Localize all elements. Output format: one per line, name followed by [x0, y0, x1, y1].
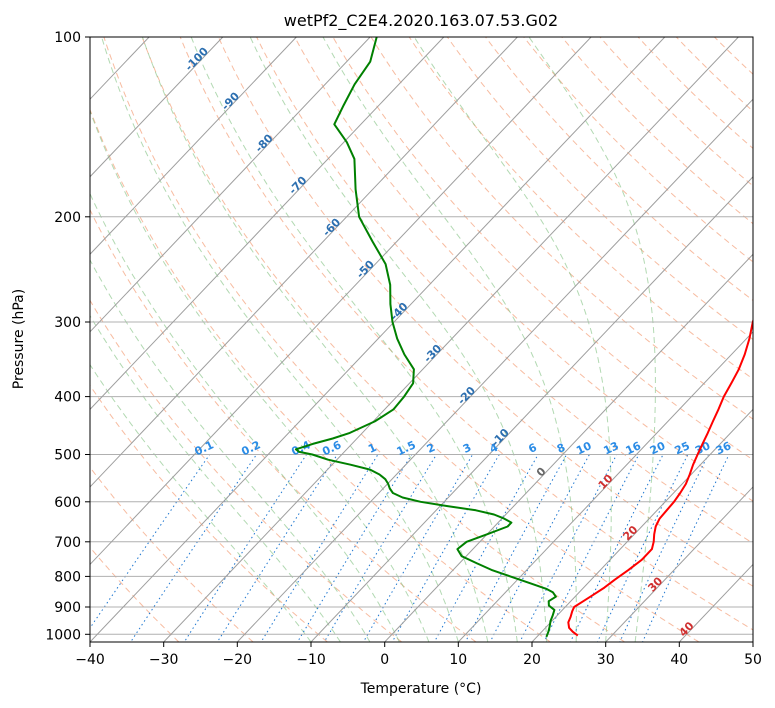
y-tick-label: 900	[54, 600, 81, 616]
moist-adiabat	[528, 37, 656, 642]
isotherm-line	[605, 486, 753, 642]
mixing-ratio-label: 10	[574, 439, 594, 457]
isotherm-line	[90, 37, 592, 566]
x-tick-label: 30	[597, 652, 615, 668]
isotherm-line	[310, 176, 753, 642]
dry-adiabat	[90, 384, 328, 642]
y-tick-label: 1000	[45, 627, 81, 643]
plot-area: 0.1 0.2 0.4 0.6 1 1.5 2 3 4 6 8 10 13 16 20 25 30 36-100-…	[90, 37, 753, 642]
x-tick-label: 10	[449, 652, 467, 668]
moist-adiabat	[90, 258, 371, 642]
plot-frame	[89, 36, 754, 643]
y-axis-ticks: 1000 900 800 700 600 500 400 300 200 100	[45, 30, 90, 643]
dry-adiabats	[90, 37, 753, 642]
isotherm-line	[531, 408, 753, 642]
y-tick-label: 100	[54, 30, 81, 46]
sounding-line	[567, 318, 753, 637]
moist-adiabat	[249, 37, 548, 642]
mixing-ratio-label: 25	[673, 439, 692, 457]
chart-title: wetPf2_C2E4.2020.163.07.53.G02	[284, 11, 558, 31]
x-tick-label: 50	[744, 652, 762, 668]
sounding-line	[294, 37, 557, 638]
x-tick-label: −30	[149, 652, 179, 668]
dry-adiabat	[90, 299, 403, 642]
isobar-gridlines	[90, 37, 753, 635]
y-tick-label: 700	[54, 535, 81, 551]
dry-adiabat	[332, 37, 753, 461]
isotherm-line	[90, 37, 297, 256]
dry-adiabat	[294, 37, 753, 502]
sounding-series	[294, 37, 753, 638]
dry-adiabat	[103, 37, 625, 642]
moist-adiabat	[413, 37, 612, 642]
y-tick-label: 300	[54, 315, 81, 331]
x-tick-label: −40	[75, 652, 105, 668]
isotherm-line	[163, 37, 739, 642]
isotherm-line	[384, 253, 753, 642]
isotherm-line	[90, 37, 518, 488]
y-tick-label: 500	[54, 448, 81, 464]
dry-adiabat	[256, 37, 753, 544]
isotherm-gridlines	[90, 37, 753, 642]
isotherm-line	[90, 37, 445, 411]
y-axis-label: Pressure (hPa)	[11, 289, 27, 389]
dry-adiabat	[90, 208, 477, 642]
moist-adiabat	[90, 314, 341, 642]
y-tick-label: 400	[54, 390, 81, 406]
isotherm-line	[457, 331, 753, 642]
mixing-ratio-label: 20	[648, 439, 668, 457]
moist-adiabat	[141, 37, 489, 642]
x-tick-label: 20	[523, 652, 541, 668]
mixing-ratio-label: 13	[602, 439, 621, 457]
moist-adiabat	[90, 109, 430, 642]
isotherm-line	[90, 37, 371, 333]
dry-adiabat	[90, 466, 254, 642]
y-tick-label: 200	[54, 210, 81, 226]
y-tick-label: 800	[54, 569, 81, 585]
mixing-ratio-label: 36	[714, 439, 734, 457]
x-tick-label: 0	[380, 652, 389, 668]
moist-adiabat	[101, 37, 459, 642]
x-tick-label: 40	[670, 652, 688, 668]
moist-adiabats	[90, 37, 656, 642]
y-tick-label: 600	[54, 495, 81, 511]
isotherm-line	[236, 98, 753, 642]
dry-adiabat	[370, 37, 753, 420]
x-tick-label: −10	[296, 652, 326, 668]
x-axis-ticks: −40 −30 −20 −10 0 10 20 30 40 50	[75, 642, 762, 668]
x-axis-label: Temperature (°C)	[360, 681, 482, 697]
isotherm-line	[90, 37, 666, 642]
isotherm-line	[90, 37, 224, 178]
x-tick-label: −20	[223, 652, 253, 668]
moist-adiabat	[322, 37, 577, 642]
dry-adiabat	[179, 37, 753, 631]
moist-adiabat	[190, 37, 518, 642]
dry-adiabat	[90, 108, 551, 642]
mixing-ratio-label: 16	[624, 439, 644, 457]
